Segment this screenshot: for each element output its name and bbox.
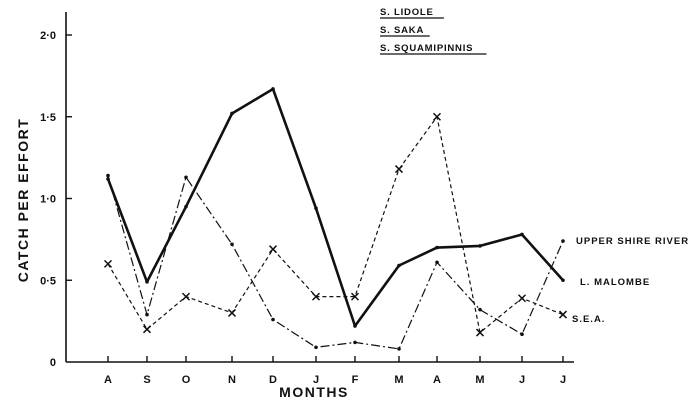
series-label: S.E.A. [572,314,605,325]
y-tick-label: 1·0 [40,194,56,206]
x-marker-icon [432,112,442,121]
x-tick-label: F [352,374,359,386]
dot-marker-icon [230,242,234,247]
x-tick-label: D [269,374,277,386]
y-tick-label: 2·0 [40,30,56,42]
dot-marker-icon [397,263,401,268]
series-label: L. MALOMBE [580,277,650,288]
x-marker-icon [394,165,404,174]
series-line [106,87,564,328]
x-marker-icon [350,292,360,301]
legend-species-name: S. SQUAMIPINNIS [380,43,473,54]
x-tick-label: M [394,374,403,386]
y-tick-label: 0·5 [40,275,56,287]
dot-marker-icon [435,245,439,250]
dot-marker-icon [561,278,565,283]
x-axis-title: MONTHS [279,384,349,400]
dot-marker-icon [230,111,234,116]
x-tick-label: A [433,374,441,386]
species-legend: S. LIDOLE S. SAKA S. SQUAMIPINNIS [380,7,487,55]
series-label: UPPER SHIRE RIVER [576,236,689,247]
y-tick-label: 1·5 [40,112,56,124]
dot-marker-icon [106,173,110,178]
y-tick-label: 0 [50,357,56,369]
x-tick-label: J [519,374,525,386]
labels-layer: S. LIDOLE S. SAKA S. SQUAMIPINNIS L. MALOMB… [380,7,689,325]
x-marker-icon [558,310,568,319]
series-upper-shire-river [106,173,565,351]
dot-marker-icon [145,280,149,284]
series-s-e-a [103,112,568,337]
x-tick-label: J [560,374,566,386]
x-tick-label: A [104,374,112,386]
legend-species-name: S. LIDOLE [380,7,434,18]
dot-marker-icon [561,239,565,243]
legend-species-name: S. SAKA [380,25,424,36]
dot-marker-icon [397,347,401,351]
x-tick-label: M [475,374,484,386]
y-axis-title: CATCH PER EFFORT [15,118,31,283]
x-marker-icon [475,328,485,337]
x-marker-icon [268,245,278,254]
x-marker-icon [227,308,237,317]
dot-marker-icon [520,232,524,237]
series-line [107,175,564,350]
x-marker-icon [181,292,191,301]
dot-marker-icon [520,332,524,337]
series-l-malombe [106,87,565,328]
x-tick-label: O [182,374,191,386]
x-marker-icon [103,259,113,268]
x-tick-label: J [313,374,319,386]
x-marker-icon [142,325,152,334]
dot-marker-icon [271,87,275,91]
dot-marker-icon [478,244,482,248]
x-marker-icon [311,292,321,301]
dot-marker-icon [314,206,318,211]
dot-marker-icon [145,312,149,317]
series-layer [103,87,568,351]
dot-marker-icon [353,340,357,345]
dot-marker-icon [435,260,439,265]
dot-marker-icon [353,324,357,328]
x-marker-icon [517,294,527,303]
dot-marker-icon [271,317,275,322]
x-tick-label: N [228,374,236,386]
dot-marker-icon [478,307,482,312]
dot-marker-icon [184,175,188,180]
dot-marker-icon [314,345,318,350]
dot-marker-icon [184,204,188,209]
x-tick-label: S [143,374,150,386]
